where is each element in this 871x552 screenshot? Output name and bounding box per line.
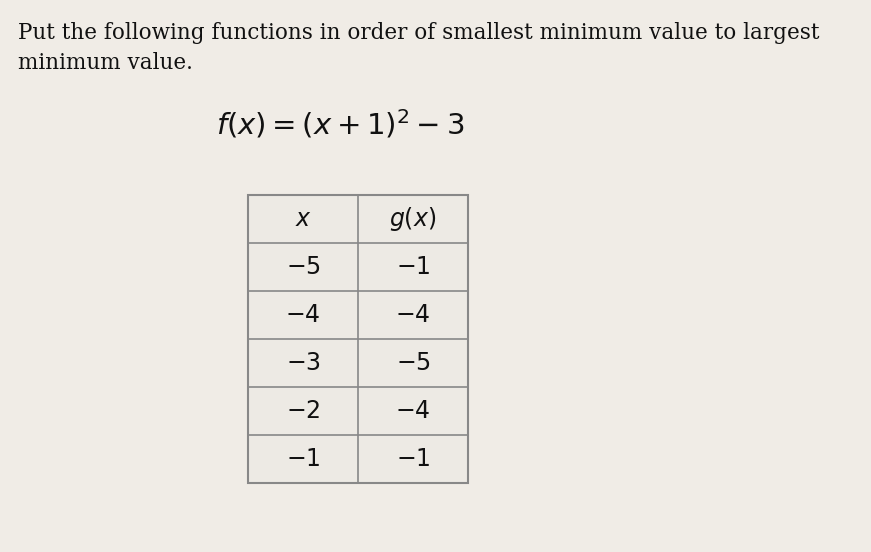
Text: $-4$: $-4$ [286,304,321,326]
Text: $-1$: $-1$ [395,256,430,279]
Bar [248,195,468,483]
Text: $-4$: $-4$ [395,304,431,326]
Text: $-2$: $-2$ [286,400,321,422]
Bar [248,195,468,483]
Text: $-1$: $-1$ [395,448,430,470]
Text: Put the following functions in order of smallest minimum value to largest: Put the following functions in order of … [18,22,820,44]
Text: $-5$: $-5$ [395,352,430,374]
Text: $g(x)$: $g(x)$ [389,205,436,233]
Text: $f(x) = (x+1)^2-3$: $f(x) = (x+1)^2-3$ [216,108,464,141]
Text: $-1$: $-1$ [286,448,321,470]
Text: $-4$: $-4$ [395,400,431,422]
Text: $-3$: $-3$ [286,352,321,374]
Text: $x$: $x$ [294,208,312,231]
Text: minimum value.: minimum value. [18,52,192,74]
Text: $-5$: $-5$ [286,256,321,279]
